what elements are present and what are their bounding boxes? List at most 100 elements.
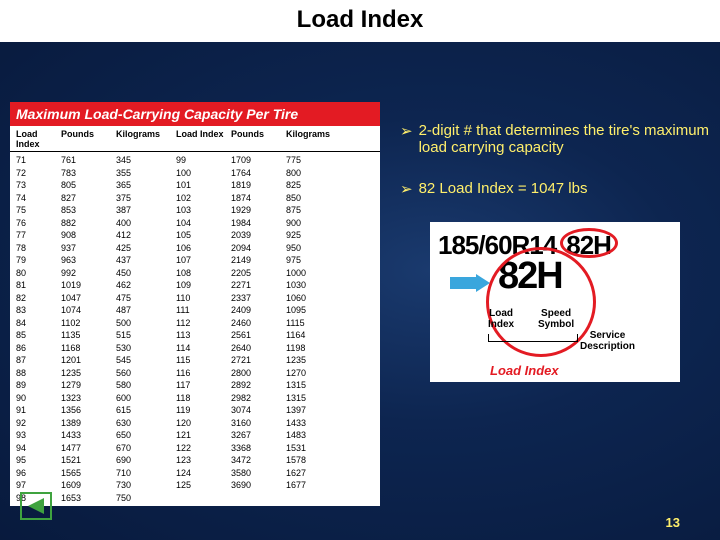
table-cell: 1135 (61, 329, 116, 342)
table-cell: 805 (61, 179, 116, 192)
table-cell: 1389 (61, 417, 116, 430)
table-row: 768824001041984900 (16, 217, 374, 230)
table-cell: 1483 (286, 429, 341, 442)
table-cell: 117 (176, 379, 231, 392)
table-cell: 85 (16, 329, 61, 342)
table-cell: 1984 (231, 217, 286, 230)
table-row: 93143365012132671483 (16, 429, 374, 442)
table-cell: 1030 (286, 279, 341, 292)
table-cell: 1397 (286, 404, 341, 417)
table-row: 738053651011819825 (16, 179, 374, 192)
table-cell: 3267 (231, 429, 286, 442)
table-cell: 74 (16, 192, 61, 205)
table-cell: 600 (116, 392, 176, 405)
table-row: 92138963012031601433 (16, 417, 374, 430)
bullet-text: 2-digit # that determines the tire's max… (419, 122, 710, 156)
column-header: Load Index (176, 129, 231, 149)
table-cell: 425 (116, 242, 176, 255)
table-cell: 89 (16, 379, 61, 392)
table-cell: 500 (116, 317, 176, 330)
table-cell: 1060 (286, 292, 341, 305)
table-cell: 1323 (61, 392, 116, 405)
table-cell: 94 (16, 442, 61, 455)
table-cell: 82 (16, 292, 61, 305)
table-cell: 99 (176, 154, 231, 167)
service-label: ServiceDescription (580, 330, 635, 352)
table-cell: 412 (116, 229, 176, 242)
table-cell: 1019 (61, 279, 116, 292)
table-cell: 90 (16, 392, 61, 405)
table-cell: 1095 (286, 304, 341, 317)
table-cell: 1709 (231, 154, 286, 167)
table-cell: 690 (116, 454, 176, 467)
table-cell: 2149 (231, 254, 286, 267)
table-row: 89127958011728921315 (16, 379, 374, 392)
table-cell: 1115 (286, 317, 341, 330)
table-cell: 1102 (61, 317, 116, 330)
table-cell: 375 (116, 192, 176, 205)
table-cell: 1000 (286, 267, 341, 280)
table-row: 981653750 (16, 492, 374, 505)
table-cell: 1653 (61, 492, 116, 505)
tire-diagram: 185/60R14 82H 82H LoadIndex SpeedSymbol … (430, 222, 680, 382)
table-row: 758533871031929875 (16, 204, 374, 217)
speed-label: SpeedSymbol (538, 308, 574, 330)
table-cell: 908 (61, 229, 116, 242)
table-cell: 88 (16, 367, 61, 380)
table-cell: 118 (176, 392, 231, 405)
table-row: 71761345991709775 (16, 154, 374, 167)
table-cell: 827 (61, 192, 116, 205)
right-panel: ➢ 2-digit # that determines the tire's m… (400, 102, 710, 506)
table-cell: 107 (176, 254, 231, 267)
table-cell: 437 (116, 254, 176, 267)
table-cell: 650 (116, 429, 176, 442)
table-cell: 750 (116, 492, 176, 505)
table-cell: 710 (116, 467, 176, 480)
table-cell: 3368 (231, 442, 286, 455)
table-cell: 103 (176, 204, 231, 217)
table-cell: 963 (61, 254, 116, 267)
table-row: 97160973012536901677 (16, 479, 374, 492)
bullet-2: ➢ 82 Load Index = 1047 lbs (400, 180, 710, 198)
table-cell: 761 (61, 154, 116, 167)
diagram-caption: Load Index (490, 363, 559, 378)
bullet-text: 82 Load Index = 1047 lbs (419, 180, 588, 198)
bullet-1: ➢ 2-digit # that determines the tire's m… (400, 122, 710, 156)
table-cell: 1627 (286, 467, 341, 480)
table-cell: 1578 (286, 454, 341, 467)
table-cell: 3160 (231, 417, 286, 430)
table-row: 84110250011224601115 (16, 317, 374, 330)
table-row: 87120154511527211235 (16, 354, 374, 367)
table-cell: 2800 (231, 367, 286, 380)
table-cell: 106 (176, 242, 231, 255)
table-cell: 853 (61, 204, 116, 217)
table-cell: 123 (176, 454, 231, 467)
table-row: 799634371072149975 (16, 254, 374, 267)
table-cell: 102 (176, 192, 231, 205)
table-cell: 119 (176, 404, 231, 417)
table-cell: 1521 (61, 454, 116, 467)
table-cell: 3472 (231, 454, 286, 467)
table-cell: 1074 (61, 304, 116, 317)
table-cell: 75 (16, 204, 61, 217)
table-cell: 77 (16, 229, 61, 242)
table-cell: 850 (286, 192, 341, 205)
table-cell: 2640 (231, 342, 286, 355)
table-cell: 87 (16, 354, 61, 367)
table-cell: 124 (176, 467, 231, 480)
table-cell: 109 (176, 279, 231, 292)
table-cell: 111 (176, 304, 231, 317)
table-cell: 2039 (231, 229, 286, 242)
table-cell: 450 (116, 267, 176, 280)
table-cell: 975 (286, 254, 341, 267)
arrow-icon (450, 274, 490, 297)
table-row: 748273751021874850 (16, 192, 374, 205)
table-cell: 76 (16, 217, 61, 230)
table-cell: 125 (176, 479, 231, 492)
table-cell: 1235 (61, 367, 116, 380)
table-cell: 100 (176, 167, 231, 180)
table-cell: 71 (16, 154, 61, 167)
table-row: 86116853011426401198 (16, 342, 374, 355)
back-button[interactable] (20, 492, 52, 520)
table-cell: 1235 (286, 354, 341, 367)
